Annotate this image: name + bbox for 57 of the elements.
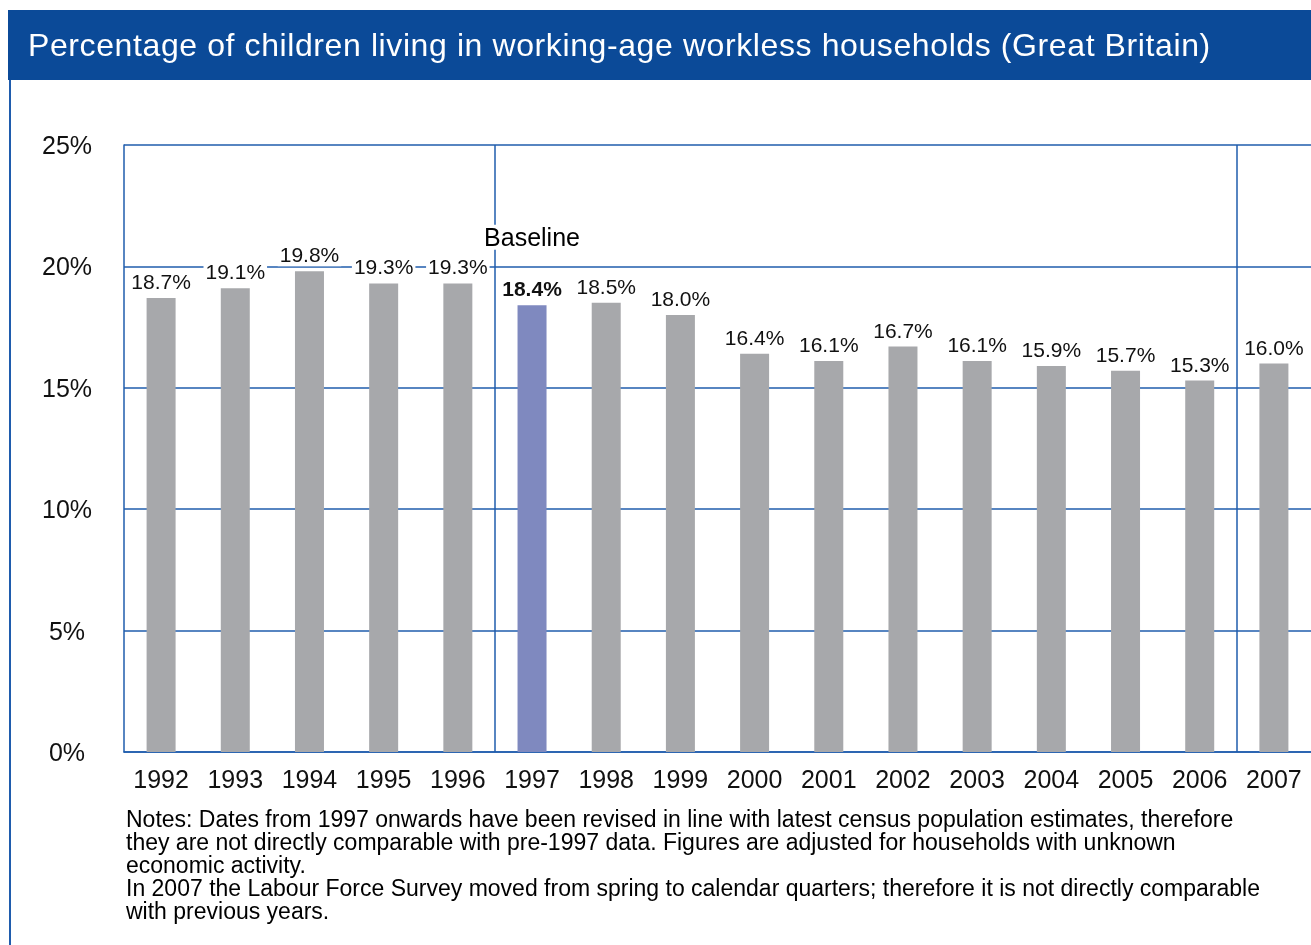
text: Notes: Dates from 1997 onwards have been revised in line with latest census population estimates, therefore they are not directly comparable with pre-1997 data. Figures are adjusted for households with unknown economic activity. [126, 806, 1234, 878]
x-tick-label: 1993 [207, 764, 264, 793]
data-label: 19.8% [279, 243, 340, 267]
bar [1036, 365, 1066, 752]
data-label: 19.1% [205, 260, 266, 284]
bar [517, 305, 547, 752]
chart-title: Percentage of children living in working-age workless households (Great Britain) [28, 26, 1211, 65]
data-label: 15.3% [1169, 352, 1230, 376]
data-label: 16.1% [799, 333, 859, 357]
data-label: 18.4% [502, 277, 563, 301]
data-label: 18.5% [576, 274, 636, 298]
bar [1259, 363, 1289, 752]
data-label: 18.7% [131, 269, 191, 293]
bar [962, 361, 992, 752]
bar [294, 271, 324, 752]
y-tick-label: 25% [41, 131, 93, 159]
data-label: 15.9% [1021, 337, 1082, 361]
x-tick-label: 1999 [652, 764, 709, 793]
bar [1111, 370, 1141, 752]
data-label: 16.4% [724, 325, 785, 349]
y-tick-label: 5% [48, 616, 86, 645]
bar [665, 314, 695, 752]
x-tick-label: 1995 [355, 764, 412, 793]
bar [814, 361, 844, 752]
data-label: 16.7% [873, 318, 933, 342]
y-tick-label: 10% [41, 495, 93, 524]
x-tick-label: 2006 [1171, 764, 1228, 793]
x-tick-label: 2000 [726, 764, 783, 793]
data-label: 19.3% [353, 255, 414, 279]
x-tick-label: 2001 [800, 764, 857, 793]
bar [220, 288, 250, 752]
x-tick-label: 1998 [578, 764, 635, 793]
x-tick-label: 1997 [504, 764, 560, 793]
bar [888, 346, 918, 752]
data-label: 19.3% [428, 255, 488, 279]
bar [591, 302, 621, 752]
bar [146, 297, 176, 752]
y-tick-label: 15% [41, 373, 93, 402]
y-tick-label: 0% [48, 738, 86, 766]
x-tick-label: 2002 [875, 764, 931, 793]
x-tick-label: 1992 [133, 764, 189, 793]
data-label: 16.0% [1244, 335, 1304, 359]
x-tick-label: 2004 [1023, 764, 1080, 793]
data-label: 16.1% [947, 333, 1007, 357]
bar [443, 283, 473, 752]
x-tick-label: 2007 [1246, 764, 1302, 793]
bar [369, 283, 399, 752]
bar [740, 353, 770, 752]
x-tick-label: 2005 [1097, 764, 1154, 793]
data-label: 15.7% [1095, 342, 1156, 366]
x-tick-label: 1994 [281, 764, 338, 793]
y-tick-label: 20% [41, 252, 93, 281]
data-label: 18.0% [650, 286, 711, 310]
x-tick-label: 2003 [949, 764, 1005, 793]
annotation: Baseline [484, 223, 580, 252]
x-tick-label: 1996 [430, 764, 486, 793]
bar [1185, 380, 1215, 752]
